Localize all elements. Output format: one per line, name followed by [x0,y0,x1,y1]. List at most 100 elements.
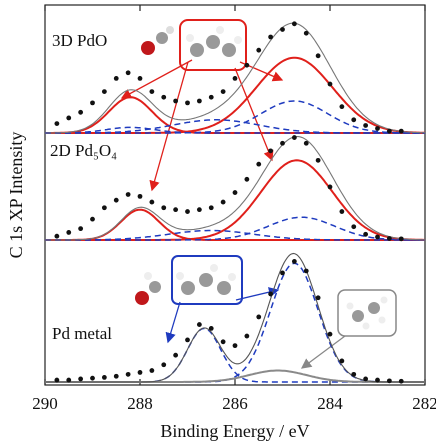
data-point [363,232,368,237]
data-point [185,100,190,105]
data-point [351,372,356,377]
data-point [280,270,285,275]
panel-label: 3D PdO [52,31,107,50]
x-tick-label: 282 [412,394,436,413]
data-point [280,141,285,146]
data-point [268,35,273,40]
data-point [221,89,226,94]
data-point [256,162,261,167]
data-point [173,207,178,212]
data-point [351,224,356,229]
data-point [339,209,344,214]
data-point [90,100,95,105]
data-point [304,269,309,274]
data-point [292,259,297,264]
data-point [387,236,392,241]
data-point [375,378,380,383]
data-point [209,205,214,210]
data-point [114,198,119,203]
data-point [399,129,404,134]
panel-label: 2D Pd₅O₄ [50,141,117,160]
data-point [78,377,83,382]
data-point [304,141,309,146]
data-point [256,48,261,53]
panel-label: Pd metal [52,324,112,343]
data-point [387,129,392,134]
data-point [126,372,131,377]
data-point [161,95,166,100]
data-point [209,95,214,100]
data-point [209,326,214,331]
data-point [268,148,273,153]
data-point [316,295,321,300]
data-point [66,230,71,235]
data-point [102,375,107,380]
data-point [304,31,309,36]
data-point [90,376,95,381]
data-point [185,209,190,214]
data-point [375,126,380,131]
data-point [66,116,71,121]
data-point [126,192,131,197]
data-point [399,379,404,384]
page: {"chart_data": { "type": "scatter", "xla… [0,0,436,444]
data-point [90,217,95,222]
data-point [102,205,107,210]
data-point [114,374,119,379]
data-point [244,177,249,182]
data-point [387,378,392,383]
data-point [54,378,59,383]
data-point [280,27,285,32]
data-point [197,322,202,327]
data-point [399,236,404,241]
data-point [138,76,143,81]
x-tick-label: 290 [32,394,58,413]
data-point [78,226,83,231]
data-point [256,315,261,320]
data-point [221,200,226,205]
data-point [328,332,333,337]
data-point [173,353,178,358]
data-point [233,190,238,195]
data-point [221,339,226,344]
data-point [316,158,321,163]
data-point [233,343,238,348]
x-axis-label: Binding Energy / eV [160,421,309,441]
data-point [197,99,202,104]
data-point [375,235,380,240]
data-point [138,370,143,375]
data-point [292,21,297,26]
data-point [149,89,154,94]
data-point [197,207,202,212]
x-tick-label: 286 [222,394,248,413]
data-point [78,110,83,115]
data-point [292,135,297,140]
data-point [316,53,321,58]
data-point [363,377,368,382]
data-point [244,334,249,339]
data-point [363,123,368,128]
data-point [161,362,166,367]
x-tick-label: 284 [317,394,343,413]
data-point [185,337,190,342]
data-point [54,234,59,239]
data-point [149,200,154,205]
data-point [66,378,71,383]
data-point [268,292,273,297]
data-point [102,89,107,94]
data-point [244,63,249,68]
data-point [54,121,59,126]
data-point [339,104,344,109]
data-point [149,368,154,373]
chart: Binding Energy / eV C 1s XP Intensity 3D… [0,0,436,444]
y-axis-label: C 1s XP Intensity [6,132,26,259]
data-point [114,76,119,81]
data-point [328,184,333,189]
data-point [339,359,344,364]
data-point [328,82,333,87]
data-point [126,70,131,75]
fit-component [45,160,425,240]
data-point [173,99,178,104]
data-point [161,205,166,210]
data-point [138,194,143,199]
